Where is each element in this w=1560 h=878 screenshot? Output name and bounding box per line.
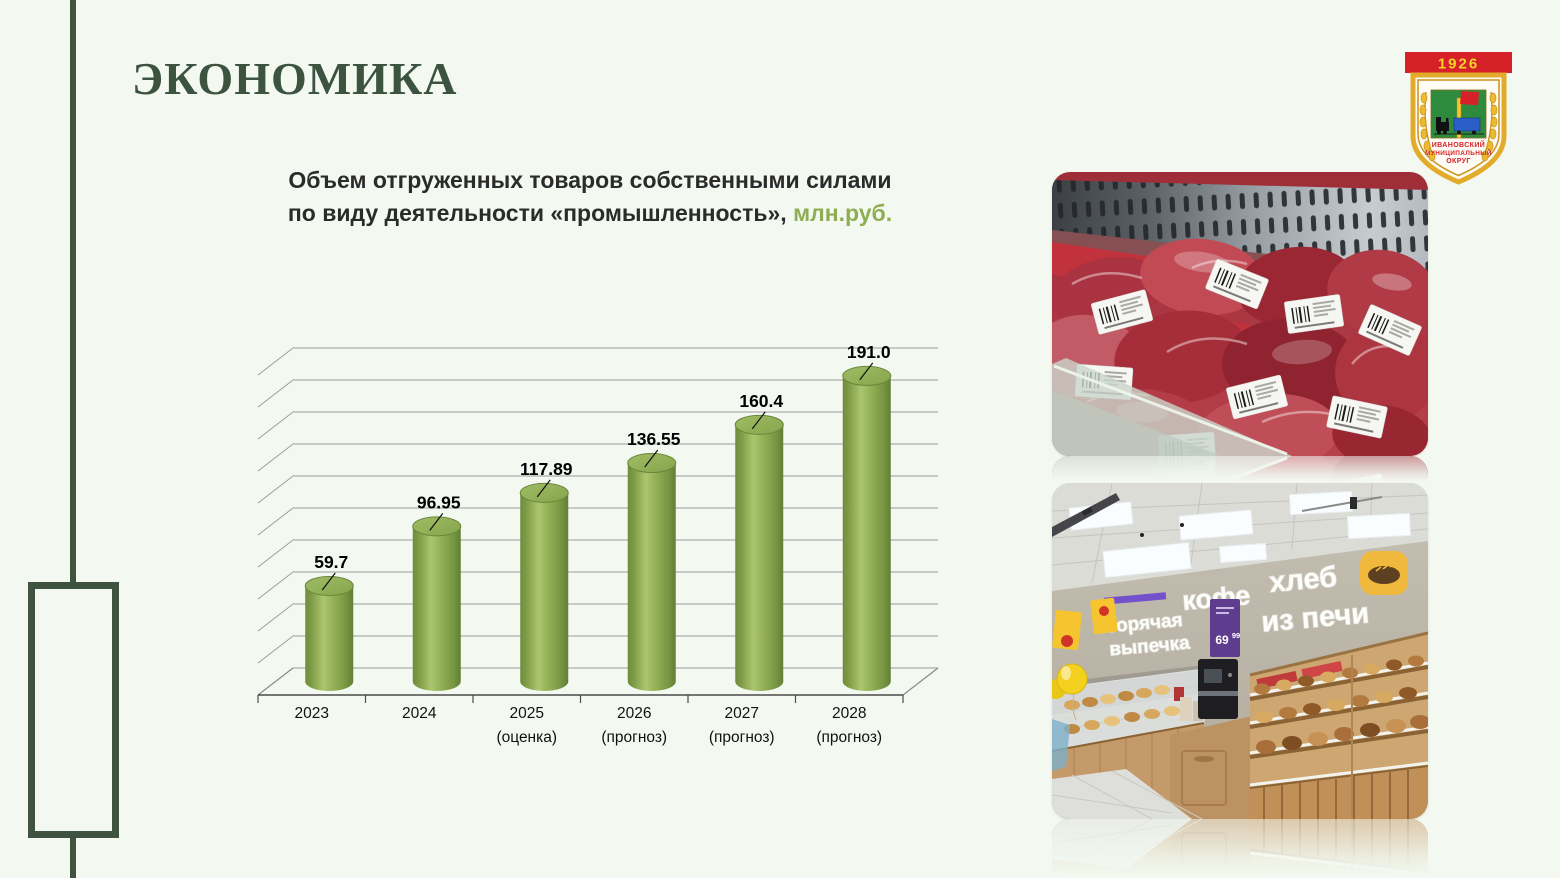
category-label-year: 2025 [510, 705, 544, 722]
cylinder-bar [305, 585, 354, 691]
price-banner: 69 99 [1210, 599, 1240, 657]
gridline-depth [257, 347, 294, 376]
gridline-depth [257, 635, 294, 664]
ceiling [1052, 483, 1428, 591]
cylinder-bar [735, 424, 784, 691]
gridline-depth [257, 475, 294, 504]
gridline-depth [257, 379, 294, 408]
gridline-depth [257, 411, 294, 440]
category-label-note: (прогноз) [816, 729, 882, 746]
bakery-illustration: горячая выпечка кофе хлеб из печи из печ… [1052, 483, 1428, 819]
municipal-emblem: 1926 ИВАНОВСКИЙ МУНИЦИПАЛЬНЫЙ ОКРУ [1405, 52, 1512, 185]
floor [1052, 769, 1203, 819]
value-leader-line [321, 572, 336, 591]
bread-shelves [1249, 631, 1428, 819]
emblem-name-line1: ИВАНОВСКИЙ [1432, 140, 1485, 149]
cylinder-bar [520, 492, 569, 691]
coffee-station [1170, 659, 1256, 819]
emblem-ribbon [1405, 52, 1512, 73]
glass-shelf-edge [1052, 358, 1292, 456]
bread-logo-icon [1360, 551, 1408, 595]
ceiling-light-panels [1068, 490, 1412, 578]
price-cents: 99 [1232, 631, 1240, 640]
value-label: 59.7 [314, 552, 348, 572]
sign-bread-line1: хлеб [1268, 561, 1338, 599]
gridline-depth [257, 443, 294, 472]
balloon-icon [1052, 663, 1088, 721]
floor-right-edge [902, 667, 939, 696]
bar-chart: 59.7 2023 96.95 2024 117.89 2025 (оценка) 136.5… [257, 342, 939, 746]
photo-meat-display [1052, 172, 1428, 482]
cylinder-top [304, 575, 354, 596]
category-label-note: (оценка) [496, 729, 557, 746]
cylinder-top [842, 365, 892, 386]
left-frame-line-top [70, 0, 76, 584]
value-leader-line [536, 479, 551, 498]
yellow-tags [1052, 597, 1118, 651]
emblem-year: 1926 [1438, 56, 1479, 73]
price-int: 69 [1215, 633, 1229, 647]
cylinder-top [519, 482, 569, 503]
left-frame-rectangle [28, 582, 119, 838]
page-title: ЭКОНОМИКА [132, 53, 458, 104]
pastries [1064, 685, 1180, 734]
ceiling-track [1052, 493, 1120, 537]
cylinder-top [412, 516, 462, 537]
photo-bakery: горячая выпечка кофе хлеб из печи из печ… [1052, 483, 1428, 877]
gridline-depth [257, 603, 294, 632]
value-label: 96.95 [417, 492, 461, 512]
photo-bakery-reflection: горячая выпечка кофе хлеб из печи из печ… [1052, 819, 1428, 877]
emblem-name-line3: ОКРУГ [1446, 158, 1471, 165]
gridline-depth [257, 539, 294, 568]
gridline-depth [257, 571, 294, 600]
cylinder-bar [842, 375, 891, 691]
category-label-year: 2023 [295, 705, 329, 722]
floor-left-edge [257, 667, 294, 696]
bread-loaves [1254, 655, 1428, 754]
chart-title-line1: Объем отгруженных товаров собственными с… [288, 167, 892, 193]
cylinder-bar [412, 526, 461, 691]
emblem-train-icon [1434, 117, 1484, 135]
value-label: 117.89 [520, 459, 573, 479]
photo-meat-reflection [1052, 456, 1428, 482]
left-frame-line-bottom [70, 836, 76, 878]
coffee-machine-icon [1198, 659, 1238, 719]
gridline-depth [257, 507, 294, 536]
emblem-name-line2: МУНИЦИПАЛЬНЫЙ [1425, 148, 1492, 157]
blue-object [1052, 719, 1070, 771]
wheat-ears-icon [1419, 91, 1498, 162]
emblem-district-name: ИВАНОВСКИЙ МУНИЦИПАЛЬНЫЙ ОКРУГ [1425, 140, 1492, 165]
value-leader-line [644, 449, 659, 468]
category-label-year: 2026 [617, 705, 651, 722]
value-leader-line [859, 362, 874, 381]
cylinder-top [734, 414, 784, 435]
cylinder-top [627, 453, 677, 474]
purple-led-bar [1103, 592, 1167, 605]
category-label-year: 2028 [832, 705, 866, 722]
chart-title-unit: млн.руб. [793, 200, 893, 226]
sign-bread-line2: из печи [1260, 597, 1370, 638]
category-label-year: 2027 [725, 705, 759, 722]
value-leader-line [429, 513, 444, 531]
meat-display-illustration [1052, 172, 1428, 456]
category-label-note: (прогноз) [709, 729, 775, 746]
chart-title-line2: по виду деятельности «промышленность», [287, 200, 794, 226]
value-label: 136.55 [627, 429, 681, 449]
value-label: 191.0 [847, 342, 891, 362]
category-label-year: 2024 [402, 705, 437, 722]
value-label: 160.4 [739, 391, 783, 411]
cylinder-bar [627, 463, 676, 691]
category-label-note: (прогноз) [601, 729, 667, 746]
value-leader-line [751, 411, 766, 430]
chart-title: Объем отгруженных товаров собственными с… [250, 164, 930, 230]
